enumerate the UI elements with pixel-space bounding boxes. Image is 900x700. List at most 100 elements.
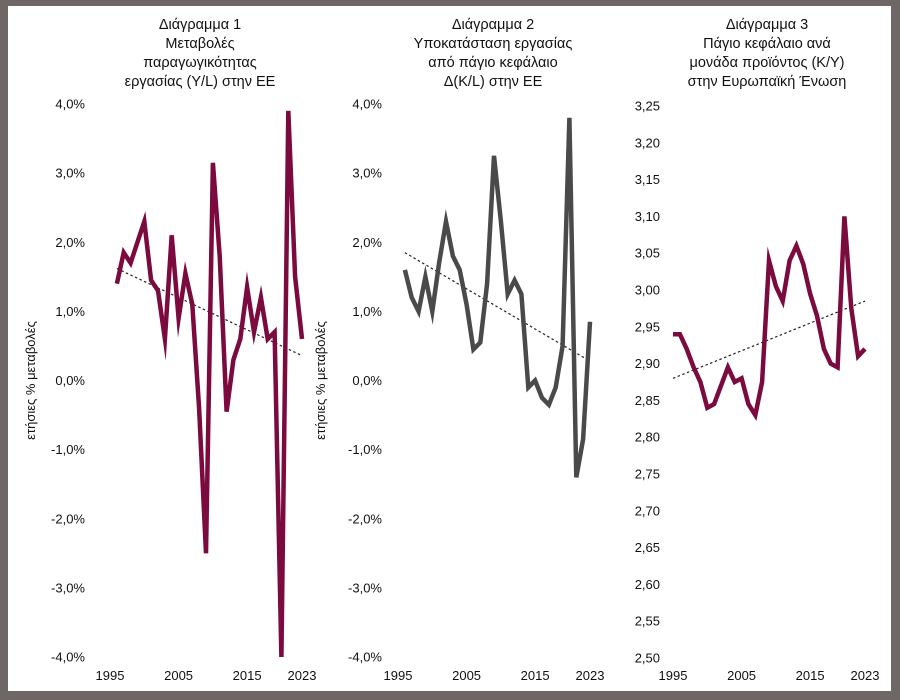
- chart-2-data-point: [519, 292, 523, 296]
- chart-1-y-tick-label: -4,0%: [51, 650, 85, 665]
- chart-3-data-point: [849, 306, 853, 310]
- chart-3-y-tick-label: 3,05: [635, 246, 660, 261]
- chart-3-trendline: [672, 300, 866, 379]
- chart-2-data-point: [471, 347, 475, 351]
- chart-1-x-tick-label: 2015: [233, 668, 262, 683]
- chart-3-y-tick-label: 3,00: [635, 283, 660, 298]
- chart-1-y-tick-label: 4,0%: [55, 97, 85, 112]
- chart-1-data-point: [204, 551, 208, 555]
- chart-1-data-point: [135, 240, 139, 244]
- chart-1-y-tick-label: 2,0%: [55, 235, 85, 250]
- chart-3-data-point: [801, 262, 805, 266]
- chart-3-data-point: [746, 402, 750, 406]
- chart-2-data-point: [574, 475, 578, 479]
- chart-3-data-point: [712, 402, 716, 406]
- chart-3-y-tick-label: 2,50: [635, 651, 660, 666]
- chart-2-y-tick-label: 4,0%: [352, 97, 382, 112]
- chart-1-data-point: [266, 337, 270, 341]
- chart-1-title-line-3: παραγωγικότητας: [143, 55, 256, 71]
- chart-2-y-tick-label: 0,0%: [352, 373, 382, 388]
- chart-2-data-point: [485, 282, 489, 286]
- chart-2-y-tick-label: 1,0%: [352, 304, 382, 319]
- chart-1-data-point: [122, 251, 126, 255]
- chart-2-x-tick-label: 2005: [452, 668, 481, 683]
- chart-1-x-tick-label: 2023: [288, 668, 317, 683]
- chart-1-data-point: [231, 358, 235, 362]
- chart-1-series-line: [114, 110, 305, 658]
- chart-3-y-tick-label: 2,60: [635, 577, 660, 592]
- chart-3-y-tick-label: 3,10: [635, 209, 660, 224]
- chart-1-y-tick-label: -1,0%: [51, 442, 85, 457]
- chart-3-data-point: [774, 284, 778, 288]
- chart-3-y-tick-label: 2,85: [635, 393, 660, 408]
- chart-2-data-point: [581, 437, 585, 441]
- chart-3-data-point: [733, 380, 737, 384]
- chart-1-data-point: [177, 316, 181, 320]
- chart-1-x-tick-label: 1995: [96, 668, 125, 683]
- chart-3-y-tick-label: 2,95: [635, 319, 660, 334]
- chart-2-data-point: [554, 385, 558, 389]
- chart-1-data-point: [293, 275, 297, 279]
- chart-2-data-point: [492, 154, 496, 158]
- chart-3-y-tick-label: 3,15: [635, 172, 660, 187]
- chart-1-y-tick-label: -2,0%: [51, 511, 85, 526]
- chart-1-y-tick-label: 3,0%: [55, 166, 85, 181]
- chart-3-data-point: [788, 259, 792, 263]
- chart-2-data-point: [458, 268, 462, 272]
- chart-1-y-tick-label: 0,0%: [55, 373, 85, 388]
- chart-3-data-point: [863, 347, 867, 351]
- chart-2-data-point: [437, 261, 441, 265]
- chart-3-x-tick-label: 2015: [796, 668, 825, 683]
- chart-1-data-point: [142, 220, 146, 224]
- chart-2-data-point: [513, 278, 517, 282]
- chart-1-data-point: [163, 337, 167, 341]
- chart-3-data-point: [767, 259, 771, 263]
- chart-3-x-tick-label: 2023: [851, 668, 880, 683]
- chart-3-x-tick-label: 1995: [659, 668, 688, 683]
- chart-2-data-point: [588, 320, 592, 324]
- chart-3-data-point: [698, 380, 702, 384]
- chart-1-data-point: [259, 296, 263, 300]
- chart-3-y-tick-label: 2,65: [635, 540, 660, 555]
- chart-3-data-point: [829, 362, 833, 366]
- chart-1-data-point: [183, 271, 187, 275]
- chart-3-data-point: [781, 299, 785, 303]
- chart-2-y-tick-label: -2,0%: [348, 511, 382, 526]
- chart-2-y-tick-label: 2,0%: [352, 235, 382, 250]
- chart-3-data-point: [808, 292, 812, 296]
- chart-3-data-point: [685, 347, 689, 351]
- chart-1-y-axis-label: ετήσιες % μεταβολές: [23, 321, 38, 440]
- chart-3: Διάγραμμα 3 Πάγιο κεφάλαιο ανά μονάδα προϊ…: [635, 17, 880, 683]
- chart-3-y-tick-label: 2,90: [635, 356, 660, 371]
- chart-2-data-point: [465, 303, 469, 307]
- chart-2-data-point: [423, 275, 427, 279]
- chart-2-y-tick-label: 3,0%: [352, 166, 382, 181]
- chart-2-data-point: [506, 292, 510, 296]
- chart-3-data-point: [822, 347, 826, 351]
- chart-1-data-point: [300, 337, 304, 341]
- chart-1-data-point: [190, 303, 194, 307]
- chart-1-data-point: [273, 330, 277, 334]
- chart-2-data-point: [567, 116, 571, 120]
- chart-3-y-tick-label: 2,75: [635, 467, 660, 482]
- chart-1-y-tick-label: 1,0%: [55, 304, 85, 319]
- chart-2-data-point: [526, 385, 530, 389]
- chart-3-data-point: [719, 384, 723, 388]
- chart-2-x-tick-label: 2015: [521, 668, 550, 683]
- chart-3-data-point: [856, 354, 860, 358]
- charts-canvas: Διάγραμμα 1 Μεταβολές παραγωγικότητας εργασ…: [23, 17, 880, 683]
- chart-3-data-point: [740, 376, 744, 380]
- chart-2-title-line-3: από πάγιο κεφάλαιο: [428, 55, 557, 71]
- chart-1-data-point: [238, 337, 242, 341]
- chart-2-data-point: [561, 344, 565, 348]
- chart-3-y-tick-label: 2,70: [635, 503, 660, 518]
- chart-1-data-point: [156, 289, 160, 293]
- chart-3-title-line-3: μονάδα προϊόντος (K/Y): [689, 55, 844, 71]
- chart-3-data-point: [726, 365, 730, 369]
- chart-3-data-point: [705, 406, 709, 410]
- chart-1-data-point: [225, 410, 229, 414]
- chart-2: Διάγραμμα 2 Υποκατάσταση εργασίας από πάγι…: [313, 17, 604, 683]
- chart-1-data-point: [170, 233, 174, 237]
- chart-2-x-tick-label: 2023: [576, 668, 605, 683]
- chart-3-y-tick-label: 3,25: [635, 99, 660, 114]
